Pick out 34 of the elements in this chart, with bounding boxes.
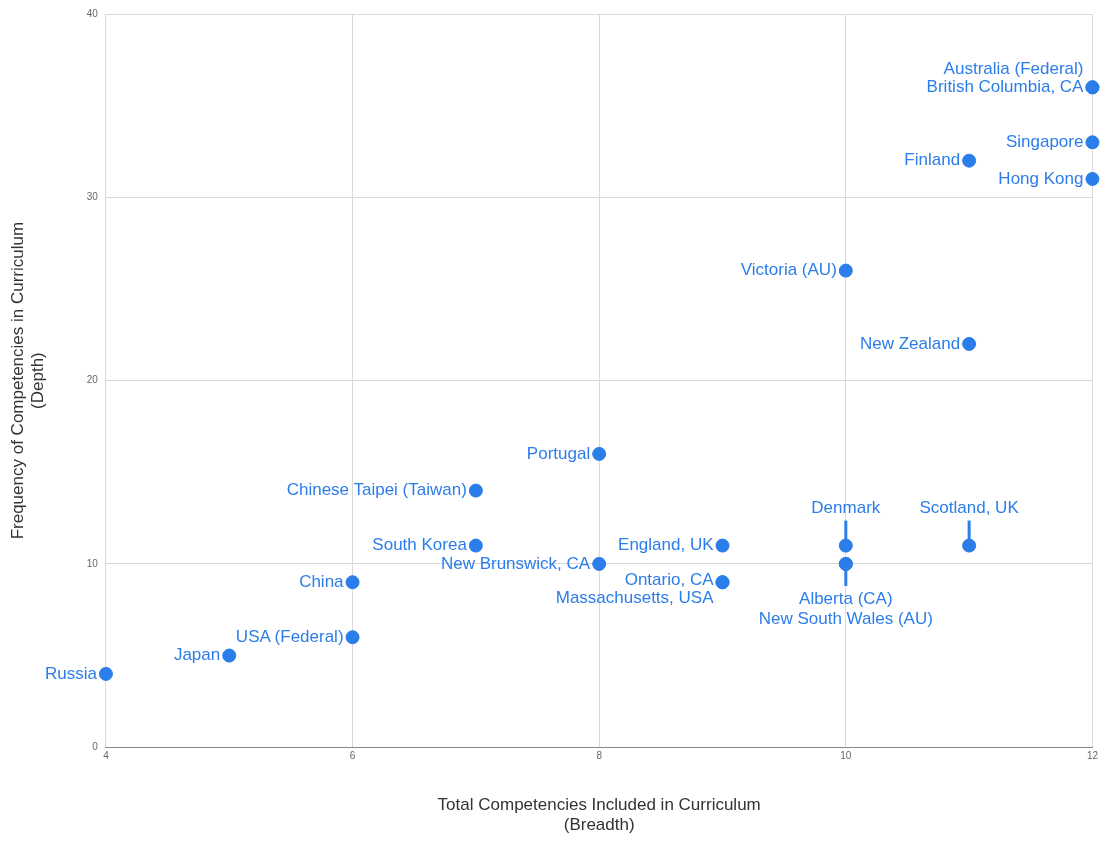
- y-tick-label: 0: [92, 740, 99, 752]
- annotation: Scotland, UK: [919, 498, 1020, 518]
- annotation: Hong Kong: [998, 168, 1084, 188]
- annotation: Ontario, CA: [624, 569, 715, 589]
- annotation: Denmark: [811, 498, 881, 518]
- x-axis-title: Total Competencies Included in Curriculum (Breadth): [437, 795, 761, 835]
- y-axis-title: Frequency of Competencies in Curriculum (Depth): [7, 221, 48, 540]
- annotation: Finland: [904, 150, 961, 170]
- x-tick-label: 6: [349, 749, 356, 761]
- annotation: USA (Federal): [235, 626, 344, 646]
- annotation: Australia (Federal): [943, 59, 1084, 79]
- y-tick-label: 10: [86, 557, 99, 569]
- y-tick-label: 30: [86, 191, 99, 203]
- y-tick-label: 20: [86, 374, 99, 386]
- annotation: Chinese Taipei (Taiwan): [286, 480, 467, 500]
- annotation: New South Wales (AU): [758, 608, 933, 628]
- x-tick-label: 4: [103, 749, 110, 761]
- annotation: New Zealand: [859, 333, 961, 353]
- annotation: Singapore: [1005, 132, 1084, 151]
- annotation: New Brunswick, CA: [440, 553, 591, 573]
- annotation: South Korea: [372, 535, 468, 555]
- annotation: Massachusetts, USA: [555, 587, 715, 607]
- x-tick-label: 10: [840, 749, 852, 761]
- annotation: China: [299, 571, 345, 591]
- annotation: Portugal: [526, 443, 591, 463]
- x-tick-label: 8: [596, 749, 603, 761]
- annotation: British Columbia, CA: [926, 77, 1085, 97]
- annotation: Japan: [173, 645, 221, 665]
- annotation: Alberta (CA): [799, 588, 893, 608]
- annotation: Russia: [44, 663, 98, 683]
- annotation: Victoria (AU): [740, 260, 837, 280]
- x-tick-label: 12: [1086, 749, 1099, 761]
- y-tick-label: 40: [86, 7, 99, 19]
- annotation: England, UK: [618, 535, 715, 555]
